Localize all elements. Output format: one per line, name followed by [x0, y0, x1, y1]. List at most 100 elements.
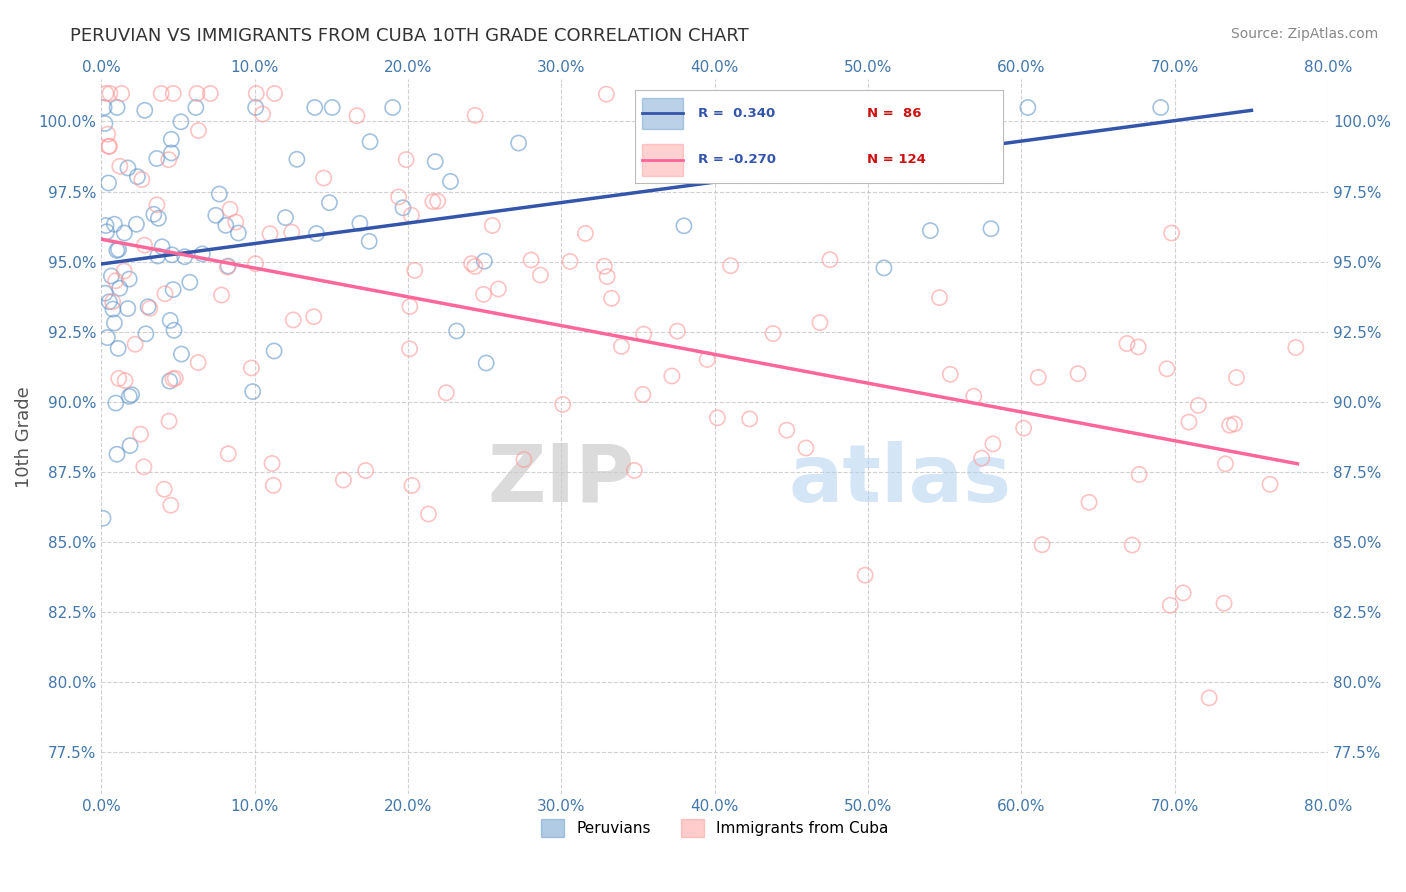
Immigrants from Cuba — [1219, 418, 1241, 433]
Peruvians — [672, 219, 695, 233]
Immigrants from Cuba — [200, 87, 222, 101]
Immigrants from Cuba — [464, 108, 486, 122]
Peruvians — [205, 208, 228, 222]
Peruvians — [359, 235, 381, 249]
Peruvians — [117, 161, 139, 175]
Immigrants from Cuba — [1285, 341, 1308, 355]
Peruvians — [849, 100, 872, 114]
Immigrants from Cuba — [1067, 367, 1090, 381]
Peruvians — [96, 225, 118, 239]
Immigrants from Cuba — [574, 227, 596, 241]
Immigrants from Cuba — [131, 172, 153, 186]
Text: PERUVIAN VS IMMIGRANTS FROM CUBA 10TH GRADE CORRELATION CHART: PERUVIAN VS IMMIGRANTS FROM CUBA 10TH GR… — [70, 27, 749, 45]
Peruvians — [163, 323, 186, 337]
Peruvians — [472, 254, 495, 268]
Immigrants from Cuba — [280, 225, 302, 239]
Peruvians — [105, 447, 128, 461]
Immigrants from Cuba — [1156, 361, 1178, 376]
Immigrants from Cuba — [124, 337, 146, 351]
Peruvians — [97, 176, 120, 190]
Immigrants from Cuba — [104, 274, 127, 288]
Immigrants from Cuba — [460, 257, 482, 271]
Immigrants from Cuba — [513, 452, 536, 467]
Immigrants from Cuba — [1258, 477, 1281, 491]
Immigrants from Cuba — [481, 219, 503, 233]
Peruvians — [274, 211, 297, 225]
Immigrants from Cuba — [808, 316, 831, 330]
Immigrants from Cuba — [623, 463, 645, 477]
Immigrants from Cuba — [157, 414, 180, 428]
Immigrants from Cuba — [1159, 599, 1181, 613]
Immigrants from Cuba — [1031, 538, 1053, 552]
Immigrants from Cuba — [520, 252, 543, 267]
Immigrants from Cuba — [631, 387, 654, 401]
Immigrants from Cuba — [101, 294, 124, 309]
Peruvians — [108, 281, 131, 295]
Peruvians — [160, 145, 183, 160]
Peruvians — [191, 247, 214, 261]
Immigrants from Cuba — [1012, 421, 1035, 435]
Text: atlas: atlas — [789, 441, 1011, 518]
Peruvians — [208, 187, 231, 202]
Immigrants from Cuba — [395, 153, 418, 167]
Peruvians — [304, 100, 326, 114]
Peruvians — [160, 132, 183, 146]
Peruvians — [101, 302, 124, 317]
Peruvians — [179, 275, 201, 289]
Immigrants from Cuba — [596, 269, 619, 284]
Peruvians — [184, 100, 207, 114]
Peruvians — [446, 324, 468, 338]
Peruvians — [873, 260, 896, 275]
Immigrants from Cuba — [399, 300, 422, 314]
Peruvians — [103, 316, 125, 330]
Peruvians — [359, 135, 381, 149]
Peruvians — [263, 343, 285, 358]
Peruvians — [103, 217, 125, 231]
Immigrants from Cuba — [98, 87, 121, 101]
Peruvians — [439, 174, 461, 188]
Immigrants from Cuba — [94, 87, 117, 101]
Immigrants from Cuba — [1116, 336, 1139, 351]
Peruvians — [217, 259, 239, 273]
Peruvians — [285, 153, 308, 167]
Immigrants from Cuba — [853, 568, 876, 582]
Immigrants from Cuba — [346, 109, 368, 123]
Immigrants from Cuba — [661, 369, 683, 384]
Immigrants from Cuba — [426, 194, 449, 209]
Immigrants from Cuba — [186, 87, 208, 101]
Immigrants from Cuba — [217, 260, 239, 274]
Peruvians — [318, 195, 340, 210]
Immigrants from Cuba — [963, 389, 986, 403]
Immigrants from Cuba — [595, 87, 617, 102]
Immigrants from Cuba — [1213, 596, 1236, 610]
Immigrants from Cuba — [558, 254, 581, 268]
Peruvians — [100, 268, 122, 283]
Immigrants from Cuba — [129, 427, 152, 442]
Immigrants from Cuba — [260, 457, 283, 471]
Peruvians — [508, 136, 530, 150]
Immigrants from Cuba — [108, 159, 131, 173]
Peruvians — [105, 244, 128, 258]
Immigrants from Cuba — [1198, 690, 1220, 705]
Peruvians — [920, 224, 942, 238]
Peruvians — [94, 116, 117, 130]
Immigrants from Cuba — [738, 412, 761, 426]
Immigrants from Cuba — [217, 447, 239, 461]
Immigrants from Cuba — [107, 371, 129, 385]
Immigrants from Cuba — [401, 208, 423, 222]
Peruvians — [146, 152, 169, 166]
Peruvians — [94, 219, 117, 233]
Immigrants from Cuba — [98, 139, 121, 153]
Immigrants from Cuba — [529, 268, 551, 282]
Immigrants from Cuba — [111, 87, 134, 101]
Peruvians — [918, 112, 941, 126]
Peruvians — [146, 249, 169, 263]
Immigrants from Cuba — [332, 473, 354, 487]
Immigrants from Cuba — [706, 410, 728, 425]
Peruvians — [105, 100, 128, 114]
Peruvians — [162, 283, 184, 297]
Immigrants from Cuba — [1121, 538, 1143, 552]
Immigrants from Cuba — [153, 482, 176, 496]
Peruvians — [173, 250, 195, 264]
Immigrants from Cuba — [1078, 495, 1101, 509]
